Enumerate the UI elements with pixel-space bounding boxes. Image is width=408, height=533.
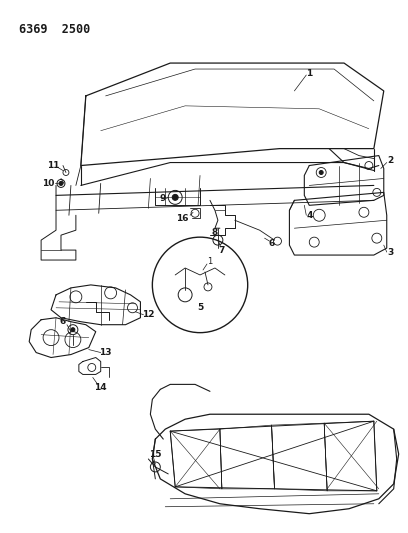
Text: 2: 2 [388, 156, 394, 165]
Text: 8: 8 [212, 228, 218, 237]
Text: 10: 10 [42, 179, 54, 188]
Text: 11: 11 [47, 161, 59, 170]
Text: 6: 6 [60, 317, 66, 326]
Text: 16: 16 [176, 214, 188, 223]
Text: 3: 3 [388, 247, 394, 256]
Text: 9: 9 [159, 194, 166, 203]
Text: 5: 5 [197, 303, 203, 312]
Text: 13: 13 [100, 348, 112, 357]
Text: 12: 12 [142, 310, 155, 319]
Circle shape [319, 171, 323, 174]
Text: 7: 7 [219, 246, 225, 255]
Text: 4: 4 [306, 211, 313, 220]
Text: 6: 6 [268, 239, 275, 248]
Circle shape [172, 195, 178, 200]
Text: 14: 14 [94, 383, 107, 392]
Circle shape [59, 181, 63, 185]
Text: 1: 1 [306, 69, 313, 77]
Text: 15: 15 [149, 449, 162, 458]
Text: 6369  2500: 6369 2500 [19, 23, 91, 36]
Circle shape [71, 328, 75, 332]
Text: 1: 1 [207, 256, 213, 265]
